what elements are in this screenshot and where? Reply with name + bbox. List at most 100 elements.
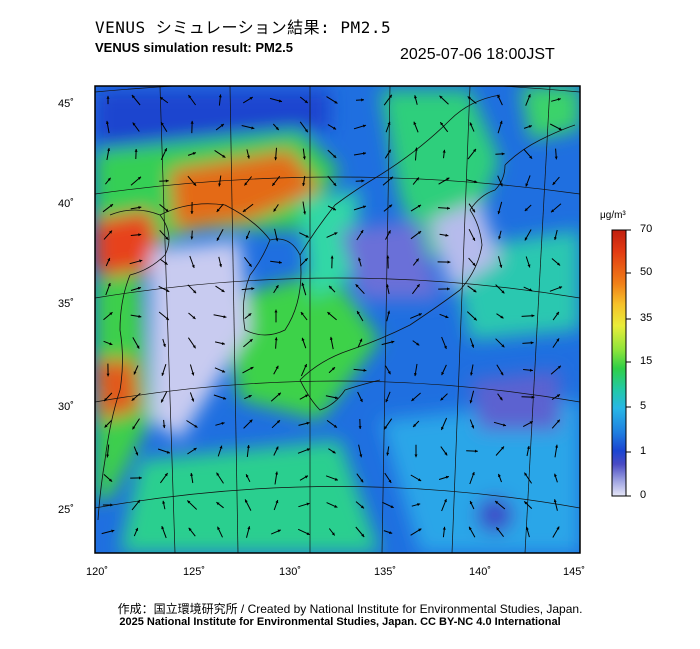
wind-arrowhead: [469, 400, 473, 404]
wind-arrowhead: [445, 233, 449, 237]
colorbar-unit: μg/m³: [600, 210, 626, 221]
wind-arrowhead: [109, 230, 112, 234]
wind-arrowhead: [387, 230, 391, 234]
wind-arrowhead: [358, 257, 361, 261]
wind-arrowhead: [302, 156, 306, 160]
wind-arrowhead: [495, 501, 499, 504]
pm25-concentration-field: [95, 86, 580, 553]
wind-arrowhead: [107, 283, 111, 287]
wind-arrowhead: [473, 148, 476, 152]
wind-arrowhead: [526, 446, 530, 449]
wind-arrowhead: [417, 204, 421, 208]
wind-arrowhead: [497, 211, 501, 215]
wind-arrowhead: [390, 505, 394, 508]
wind-arrowhead: [110, 503, 114, 507]
wind-arrowhead: [524, 501, 528, 505]
colorbar-label: 50: [640, 266, 653, 278]
wind-arrowhead: [216, 472, 220, 476]
wind-arrowhead: [221, 342, 225, 345]
lat-tick-label: 35˚: [58, 298, 74, 310]
wind-arrowhead: [161, 372, 165, 376]
wind-arrowhead: [530, 341, 534, 345]
wind-arrowhead: [414, 454, 418, 458]
wind-arrowhead: [556, 394, 560, 398]
wind-arrowhead: [134, 149, 138, 152]
wind-arrowhead: [442, 149, 446, 153]
wind-arrowhead: [358, 426, 362, 429]
wind-arrowhead: [133, 371, 137, 375]
wind-arrowhead: [165, 317, 169, 320]
wind-arrowhead: [334, 504, 338, 508]
wind-arrowhead: [131, 95, 135, 99]
wind-arrowhead: [277, 529, 281, 533]
wind-arrowhead: [166, 450, 170, 454]
wind-arrowhead: [303, 211, 307, 215]
wind-arrowhead: [411, 398, 415, 401]
wind-arrowhead: [386, 284, 389, 288]
wind-arrowhead: [553, 237, 557, 240]
wind-arrowhead: [222, 154, 226, 158]
wind-arrowhead: [359, 398, 363, 402]
wind-arrowhead: [191, 372, 195, 376]
wind-arrowhead: [384, 426, 388, 430]
wind-arrowhead: [501, 344, 505, 348]
wind-arrowhead: [193, 448, 197, 451]
wind-arrowhead: [216, 502, 220, 506]
wind-arrowhead: [473, 317, 477, 321]
wind-arrowhead: [502, 423, 506, 427]
wind-arrowhead: [441, 371, 445, 376]
wind-arrowhead: [556, 311, 559, 316]
page-title-en: VENUS simulation result: PM2.5: [95, 40, 293, 55]
wind-arrowhead: [471, 472, 475, 476]
lon-tick-label: 145˚: [563, 566, 586, 578]
wind-arrowhead: [496, 527, 500, 531]
wind-arrowhead: [467, 96, 471, 100]
wind-arrowhead: [499, 397, 503, 401]
wind-arrowhead: [190, 120, 194, 124]
wind-arrowhead: [162, 425, 166, 429]
wind-arrowhead: [301, 337, 305, 341]
wind-arrowhead: [302, 183, 306, 186]
wind-arrowhead: [137, 176, 141, 180]
wind-arrowhead: [304, 100, 308, 103]
wind-arrowhead: [305, 234, 309, 238]
wind-arrowhead: [528, 125, 532, 128]
wind-arrowhead: [301, 282, 305, 286]
wind-arrowhead: [385, 399, 389, 403]
wind-arrowhead: [551, 209, 555, 213]
wind-arrowhead: [191, 398, 195, 402]
wind-arrowhead: [330, 255, 334, 259]
wind-arrowhead: [524, 208, 528, 211]
wind-arrowhead: [275, 126, 279, 130]
wind-arrowhead: [499, 183, 503, 187]
wind-arrowhead: [104, 424, 108, 428]
wind-arrowhead: [276, 420, 280, 424]
lat-tick-label: 25˚: [58, 504, 74, 516]
wind-arrowhead: [135, 527, 139, 531]
wind-arrowhead: [389, 176, 393, 180]
wind-arrowhead: [162, 343, 166, 347]
wind-arrowhead: [329, 285, 333, 289]
wind-arrowhead: [248, 263, 252, 267]
lon-tick-label: 120˚: [86, 566, 109, 578]
wind-arrowhead: [556, 338, 560, 342]
wind-arrowhead: [417, 231, 422, 235]
wind-arrowhead: [106, 95, 110, 99]
wind-arrowhead: [275, 285, 279, 289]
wind-arrowhead: [553, 499, 557, 503]
wind-arrowhead: [497, 94, 501, 99]
wind-arrowhead: [193, 290, 197, 294]
wind-arrowhead: [529, 368, 533, 372]
wind-arrowhead: [300, 312, 304, 316]
wind-arrowhead: [557, 98, 561, 101]
wind-arrowhead: [362, 124, 366, 128]
wind-arrowhead: [363, 152, 366, 155]
wind-arrowhead: [552, 181, 556, 185]
wind-arrowhead: [361, 179, 365, 183]
wind-arrowhead: [165, 179, 169, 183]
wind-arrowhead: [165, 236, 169, 240]
wind-arrowhead: [471, 344, 475, 348]
wind-arrowhead: [470, 372, 473, 376]
wind-arrowhead: [355, 284, 359, 288]
wind-arrowhead: [525, 526, 529, 530]
